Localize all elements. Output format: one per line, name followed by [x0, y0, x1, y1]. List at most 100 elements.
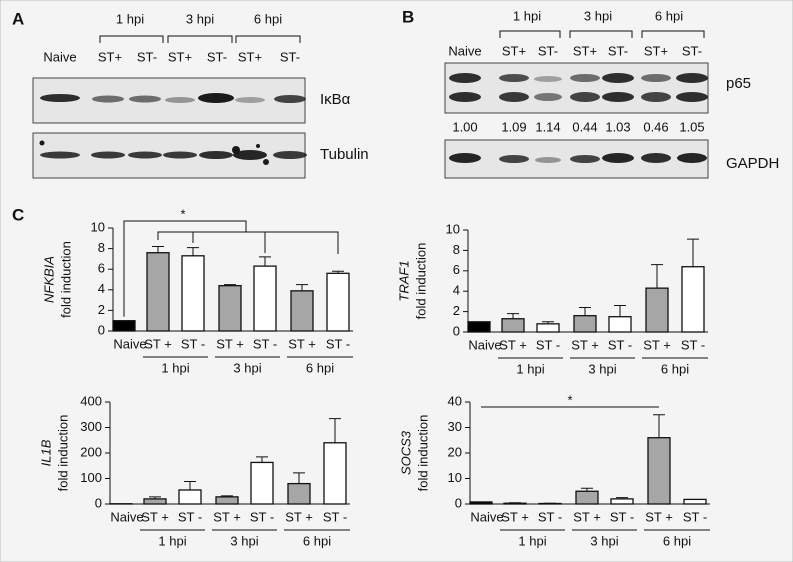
blot-label: IκBα — [320, 91, 351, 108]
significance-bracket — [123, 220, 339, 317]
y-tick-label: 0 — [453, 323, 460, 338]
x-tick-label: Naive — [470, 509, 503, 524]
group-label: 1 hpi — [116, 11, 144, 26]
group-label: 3 hpi — [588, 361, 616, 376]
y-axis-label: fold induction — [58, 241, 73, 318]
y-tick-label: 20 — [448, 444, 462, 459]
error-bar — [579, 307, 591, 316]
group-label: 6 hpi — [254, 11, 282, 26]
lane-label: ST+ — [573, 43, 597, 58]
group-label: 3 hpi — [230, 533, 258, 548]
bar — [645, 287, 669, 333]
error-bar — [293, 472, 305, 484]
group-label: 6 hpi — [303, 533, 331, 548]
x-tick-label: Naive — [468, 337, 501, 352]
y-tick-label: 300 — [80, 419, 102, 434]
y-axis-label: fold induction — [55, 415, 70, 492]
y-tick-label: 10 — [91, 219, 105, 234]
group-label: 6 hpi — [306, 360, 334, 375]
lane-label: ST+ — [644, 43, 668, 58]
y-tick-label: 10 — [446, 221, 460, 236]
y-tick-label: 0 — [95, 495, 102, 510]
bracket — [99, 35, 301, 43]
bar — [683, 498, 707, 505]
bar — [253, 265, 277, 332]
x-tick-label: ST - — [683, 509, 707, 524]
group-label: 6 hpi — [661, 361, 689, 376]
x-tick-label: ST + — [141, 509, 169, 524]
error-bar — [687, 238, 699, 267]
y-tick-label: 200 — [80, 444, 102, 459]
lane-label: ST- — [538, 43, 558, 58]
bar — [250, 461, 274, 505]
bands — [40, 93, 306, 103]
y-tick-label: 30 — [448, 419, 462, 434]
x-tick-label: ST - — [250, 509, 274, 524]
bar — [536, 323, 560, 333]
blot-b-header: 1 hpi 3 hpi 6 hpi Naive ST+ ST- ST+ ST- … — [448, 8, 705, 58]
x-tick-label: ST + — [499, 337, 527, 352]
x-tick-label: ST + — [213, 509, 241, 524]
quant-value: 1.03 — [605, 119, 630, 134]
group-label: 6 hpi — [663, 533, 691, 548]
x-tick-label: ST + — [645, 509, 673, 524]
y-tick-label: 2 — [98, 302, 105, 317]
y-tick-label: 4 — [453, 283, 460, 298]
group-label: 1 hpi — [516, 361, 544, 376]
x-tick-label: ST + — [144, 336, 172, 351]
x-tick-label: ST + — [573, 509, 601, 524]
y-tick-label: 0 — [455, 495, 462, 510]
y-tick-label: 6 — [453, 262, 460, 277]
panel-letter: A — [12, 9, 24, 28]
blot-label: GAPDH — [726, 155, 779, 172]
y-tick-label: 10 — [448, 470, 462, 485]
x-tick-label: ST - — [253, 336, 277, 351]
bar — [290, 290, 314, 332]
blot — [444, 62, 709, 114]
y-tick-label: 40 — [448, 393, 462, 408]
error-bar — [259, 256, 271, 267]
group-label: 3 hpi — [584, 8, 612, 23]
blot-a-header: 1 hpi 3 hpi 6 hpi Naive ST+ ST- ST+ ST- … — [43, 11, 301, 64]
y-tick-label: 8 — [98, 240, 105, 255]
y-tick-label: 0 — [98, 322, 105, 337]
bar — [215, 496, 239, 505]
x-tick-label: ST + — [501, 509, 529, 524]
bar — [218, 285, 242, 332]
y-tick-label: 6 — [98, 261, 105, 276]
y-axis-label: fold induction — [415, 415, 430, 492]
bar — [501, 318, 525, 333]
group-label: 3 hpi — [590, 533, 618, 548]
panel-letter: C — [12, 205, 24, 224]
blot-label: p65 — [726, 75, 751, 92]
bar — [503, 502, 527, 505]
x-tick-label: ST - — [181, 336, 205, 351]
y-tick-label: 2 — [453, 303, 460, 318]
bar — [181, 255, 205, 332]
bar — [112, 320, 136, 332]
group-label: 3 hpi — [233, 360, 261, 375]
error-bar — [256, 456, 268, 463]
error-bar — [507, 313, 519, 319]
error-bar — [329, 418, 341, 443]
x-tick-label: ST - — [608, 337, 632, 352]
y-axis-gene: SOCS3 — [398, 430, 413, 475]
x-tick-label: ST + — [288, 336, 316, 351]
blot — [32, 77, 306, 124]
group-label: 1 hpi — [518, 533, 546, 548]
significance-label: * — [180, 206, 185, 221]
bar — [575, 490, 599, 505]
y-axis-gene: TRAF1 — [396, 260, 411, 301]
bar — [323, 442, 347, 505]
bar — [647, 437, 671, 505]
error-bar — [614, 304, 626, 317]
x-tick-label: ST - — [538, 509, 562, 524]
x-tick-label: ST - — [178, 509, 202, 524]
x-tick-label: ST - — [610, 509, 634, 524]
quant-value: 1.00 — [452, 119, 477, 134]
lane-label: ST- — [207, 49, 227, 64]
x-tick-label: ST + — [216, 336, 244, 351]
bar — [326, 272, 350, 332]
x-tick-label: ST - — [681, 337, 705, 352]
